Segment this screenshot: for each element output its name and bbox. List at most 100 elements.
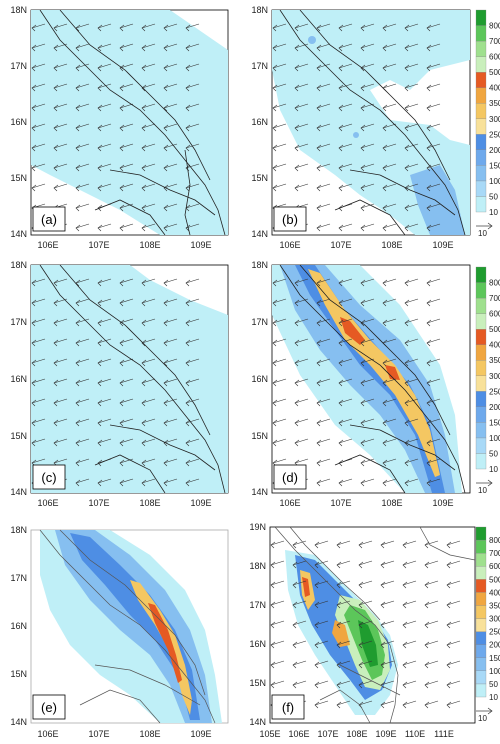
wind-arrow-head [336, 581, 342, 589]
wind-arrow [382, 358, 397, 364]
wind-arrow [272, 163, 287, 169]
lon-label: 107E [330, 498, 351, 508]
wind-arrow [185, 418, 200, 424]
wind-arrow [119, 223, 134, 229]
wind-arrow-head [119, 104, 125, 112]
wind-arrow-head [404, 459, 410, 467]
wind-arrow [75, 338, 90, 344]
wind-arrow [185, 358, 200, 364]
wind-arrow [338, 438, 353, 444]
wind-arrow [97, 63, 112, 69]
wind-arrow-head [185, 224, 191, 232]
lat-ticks-b: 18N 17N 16N 15N 14N [251, 5, 268, 239]
lat-label: 15N [251, 173, 268, 183]
wind-arrow-head [75, 379, 81, 387]
wind-arrow-head [404, 279, 410, 287]
wind-arrow-head [185, 44, 191, 52]
wind-arrow [380, 660, 395, 666]
colorbar-swatch [475, 344, 487, 361]
reference-vector-head [487, 707, 493, 715]
wind-arrow-head [31, 64, 37, 72]
wind-arrow [314, 620, 329, 626]
wind-arrow-head [426, 359, 432, 367]
wind-arrow-head [316, 24, 322, 32]
wind-arrow [292, 540, 307, 546]
wind-arrow-head [380, 601, 386, 609]
wind-arrow-head [360, 224, 366, 232]
wind-arrow-head [97, 164, 103, 172]
colorbar-swatch [475, 103, 487, 119]
wind-arrow [360, 183, 375, 189]
colorbar-label: 500 [489, 325, 500, 334]
wind-arrow-head [382, 319, 388, 327]
wind-arrow-head [382, 184, 388, 192]
wind-arrow [163, 398, 178, 404]
lon-ticks-b: 106E 107E 108E 109E [279, 240, 453, 250]
wind-arrow-head [360, 459, 366, 467]
map-a: 18N 17N 16N 15N 14N 106E 107E 108E 109E … [10, 5, 229, 250]
wind-arrow [75, 103, 90, 109]
wind-arrow-head [382, 459, 388, 467]
wind-arrow [314, 580, 329, 586]
wind-arrow [119, 83, 134, 89]
wind-arrow-head [404, 164, 410, 172]
wind-arrow [163, 23, 178, 29]
wind-arrow [294, 318, 309, 324]
wind-arrow-head [404, 439, 410, 447]
wind-arrow [97, 143, 112, 149]
wind-arrow-head [404, 399, 410, 407]
wind-arrow [446, 660, 461, 666]
wind-arrow [75, 278, 90, 284]
wind-arrow-head [404, 64, 410, 72]
wind-arrow [119, 163, 134, 169]
lon-label: 106E [288, 729, 309, 739]
precip-shading-a [31, 10, 228, 235]
colorbar-label: 700 [489, 549, 500, 558]
wind-arrow [446, 560, 461, 566]
wind-arrow-head [141, 64, 147, 72]
reference-vector-label: 10 [478, 229, 487, 238]
wind-arrow [31, 23, 46, 29]
wind-arrow [360, 278, 375, 284]
lat-label: 16N [10, 117, 27, 127]
wind-arrow-head [53, 279, 59, 287]
wind-arrow [141, 183, 156, 189]
wind-arrow [360, 83, 375, 89]
wind-arrow [316, 63, 331, 69]
wind-arrow [163, 478, 178, 484]
wind-arrow [404, 398, 419, 404]
wind-arrow [31, 398, 46, 404]
wind-arrow-head [382, 399, 388, 407]
wind-arrow [380, 580, 395, 586]
wind-arrow [294, 183, 309, 189]
wind-arrow [404, 223, 419, 229]
wind-arrow [404, 418, 419, 424]
lon-label: 108E [139, 240, 160, 250]
wind-arrow [163, 338, 178, 344]
wind-arrow [424, 660, 439, 666]
wind-arrow [75, 123, 90, 129]
wind-arrow-head [446, 541, 452, 549]
wind-arrow [404, 83, 419, 89]
colorbar-swatch [475, 453, 487, 470]
wind-arrow-head [426, 479, 432, 487]
wind-arrow [75, 438, 90, 444]
wind-arrow [338, 398, 353, 404]
wind-arrow-head [75, 64, 81, 72]
wind-arrow [446, 700, 461, 706]
wind-arrow-head [163, 319, 169, 327]
wind-arrow-head [360, 419, 366, 427]
wind-arrow [141, 63, 156, 69]
wind-arrow-head [75, 459, 81, 467]
wind-arrow-head [382, 124, 388, 132]
wind-arrow [382, 203, 397, 209]
wind-arrow [185, 23, 200, 29]
wind-arrow-head [316, 224, 322, 232]
wind-arrow [402, 560, 417, 566]
colorbar-label: 400 [489, 588, 500, 597]
wind-arrow-head [119, 184, 125, 192]
wind-arrow-head [270, 641, 276, 649]
wind-arrow [31, 278, 46, 284]
wind-arrow [163, 83, 178, 89]
wind-arrow-head [141, 419, 147, 427]
